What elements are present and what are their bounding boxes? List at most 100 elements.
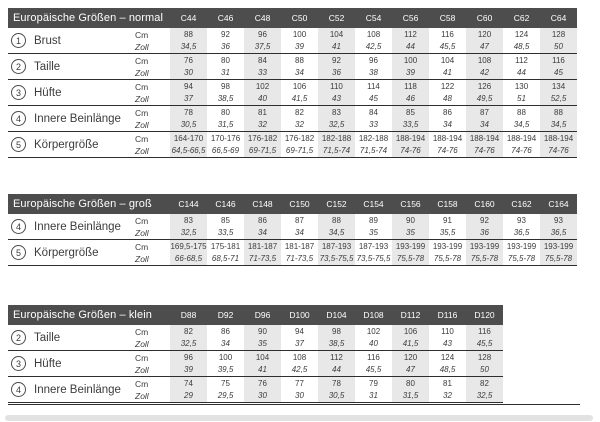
value-zoll: 35,5 bbox=[439, 227, 456, 237]
value-cell: 81 32 bbox=[244, 106, 281, 131]
value-cm: 96 bbox=[184, 352, 193, 362]
value-cell: 108 42,5 bbox=[281, 351, 318, 376]
value-cm: 76 bbox=[258, 378, 267, 388]
unit-cell: Cm Zoll bbox=[133, 351, 170, 376]
value-zoll: 33 bbox=[369, 119, 378, 129]
value-cm: 188-194 bbox=[506, 133, 537, 143]
value-cm: 104 bbox=[440, 55, 455, 65]
value-cell: 187-193 73,5-75,5 bbox=[318, 240, 355, 265]
value-cm: 187-193 bbox=[321, 241, 352, 251]
value-zoll: 33,5 bbox=[402, 119, 419, 129]
unit-cell: Cm Zoll bbox=[133, 240, 170, 265]
value-cm: 86 bbox=[258, 215, 267, 225]
value-cm: 112 bbox=[404, 29, 417, 39]
value-cell: 92 36 bbox=[207, 28, 244, 53]
value-cm: 106 bbox=[403, 326, 418, 336]
value-cm: 100 bbox=[403, 55, 418, 65]
value-cell: 94 37 bbox=[281, 325, 318, 350]
value-cm: 80 bbox=[221, 107, 230, 117]
unit-label-cm: Cm bbox=[135, 29, 149, 40]
value-zoll: 35 bbox=[406, 227, 415, 237]
column-header: D116 bbox=[437, 310, 458, 320]
value-cell: 182-188 71,5-74 bbox=[318, 132, 355, 157]
page-edge-shadow bbox=[5, 415, 593, 421]
value-zoll: 41 bbox=[443, 67, 452, 77]
value-cm: 169,5-175 bbox=[170, 241, 207, 251]
value-zoll: 71,5-74 bbox=[359, 145, 388, 155]
column-header: D120 bbox=[474, 310, 495, 320]
value-cell: 112 44 bbox=[503, 54, 540, 79]
table-row: 2 Taille Cm Zoll 82 32,5 86 34 90 35 94 37 98 38,5 102… bbox=[8, 325, 503, 351]
value-cell: 78 30,5 bbox=[170, 106, 207, 131]
value-cell: 92 36 bbox=[318, 54, 355, 79]
row-number-badge: 1 bbox=[11, 33, 26, 48]
unit-cell: Cm Zoll bbox=[133, 377, 170, 402]
unit-cell: Cm Zoll bbox=[133, 325, 170, 350]
value-cell: 80 31 bbox=[207, 54, 244, 79]
value-cell: 84 33 bbox=[355, 106, 392, 131]
value-cm: 188-194 bbox=[395, 133, 426, 143]
value-cm: 104 bbox=[329, 29, 344, 39]
value-zoll: 68,5-71 bbox=[211, 253, 240, 263]
value-cell: 122 48 bbox=[429, 80, 466, 105]
value-cm: 88 bbox=[295, 55, 304, 65]
row-label-cell: 4 Innere Beinlänge bbox=[8, 377, 133, 402]
value-cm: 188-194 bbox=[432, 133, 463, 143]
value-cell: 128 50 bbox=[540, 28, 577, 53]
size-table-normal: Europäische Größen – normal C44 C46 C48 C50… bbox=[8, 8, 577, 158]
value-zoll: 30,5 bbox=[328, 390, 345, 400]
value-zoll: 74-76 bbox=[437, 145, 458, 155]
column-header: D108 bbox=[363, 310, 384, 320]
value-cell: 116 45 bbox=[540, 54, 577, 79]
value-cell: 88 34,5 bbox=[170, 28, 207, 53]
value-cm: 81 bbox=[443, 378, 452, 388]
value-zoll: 32,5 bbox=[476, 390, 493, 400]
value-cm: 176-182 bbox=[284, 133, 315, 143]
row-label-cell: 3 Hüfte bbox=[8, 80, 133, 105]
value-cm: 104 bbox=[255, 352, 270, 362]
value-cell: 176-182 69-71,5 bbox=[244, 132, 281, 157]
value-cell: 96 38 bbox=[355, 54, 392, 79]
unit-label-cm: Cm bbox=[135, 107, 149, 118]
value-cm: 193-199 bbox=[469, 241, 500, 251]
value-zoll: 71,5-74 bbox=[322, 145, 351, 155]
value-cm: 88 bbox=[554, 107, 563, 117]
value-cell: 92 36 bbox=[466, 214, 503, 239]
value-cell: 169,5-175 66-68,5 bbox=[170, 240, 207, 265]
value-cell: 164-170 64,5-66,5 bbox=[170, 132, 207, 157]
unit-label-zoll: Zoll bbox=[135, 145, 149, 156]
value-zoll: 36,5 bbox=[513, 227, 530, 237]
value-cm: 108 bbox=[477, 55, 492, 65]
unit-label-zoll: Zoll bbox=[135, 390, 149, 401]
row-label-cell: 2 Taille bbox=[8, 54, 133, 79]
value-cell: 100 39,5 bbox=[207, 351, 244, 376]
value-cell: 176-182 69-71,5 bbox=[281, 132, 318, 157]
value-zoll: 48,5 bbox=[513, 41, 530, 51]
unit-cell: Cm Zoll bbox=[133, 28, 170, 53]
column-header: C48 bbox=[254, 13, 271, 23]
table-row: 3 Hüfte Cm Zoll 96 39 100 39,5 104 41 108 42,5 112 44… bbox=[8, 351, 503, 377]
value-cell: 88 34,5 bbox=[503, 106, 540, 131]
value-cell: 193-199 75,5-78 bbox=[392, 240, 429, 265]
unit-label-zoll: Zoll bbox=[135, 67, 149, 78]
value-cm: 110 bbox=[330, 81, 343, 91]
value-cm: 112 bbox=[330, 352, 343, 362]
value-cm: 85 bbox=[221, 215, 230, 225]
value-cm: 88 bbox=[184, 29, 193, 39]
column-header: D112 bbox=[400, 310, 421, 320]
value-cell: 76 30 bbox=[244, 377, 281, 402]
value-cell: 80 31,5 bbox=[392, 377, 429, 402]
value-cm: 170-176 bbox=[210, 133, 241, 143]
value-cm: 116 bbox=[478, 326, 491, 336]
value-cm: 84 bbox=[258, 55, 267, 65]
column-header: C60 bbox=[476, 13, 493, 23]
value-cell: 100 39 bbox=[281, 28, 318, 53]
value-cell: 126 49,5 bbox=[466, 80, 503, 105]
value-cell: 182-188 71,5-74 bbox=[355, 132, 392, 157]
column-header: C160 bbox=[474, 199, 495, 209]
value-cm: 83 bbox=[184, 215, 193, 225]
value-zoll: 37,5 bbox=[254, 41, 271, 51]
value-zoll: 75,5-78 bbox=[507, 253, 536, 263]
value-cell: 83 32,5 bbox=[170, 214, 207, 239]
value-zoll: 38 bbox=[369, 67, 378, 77]
